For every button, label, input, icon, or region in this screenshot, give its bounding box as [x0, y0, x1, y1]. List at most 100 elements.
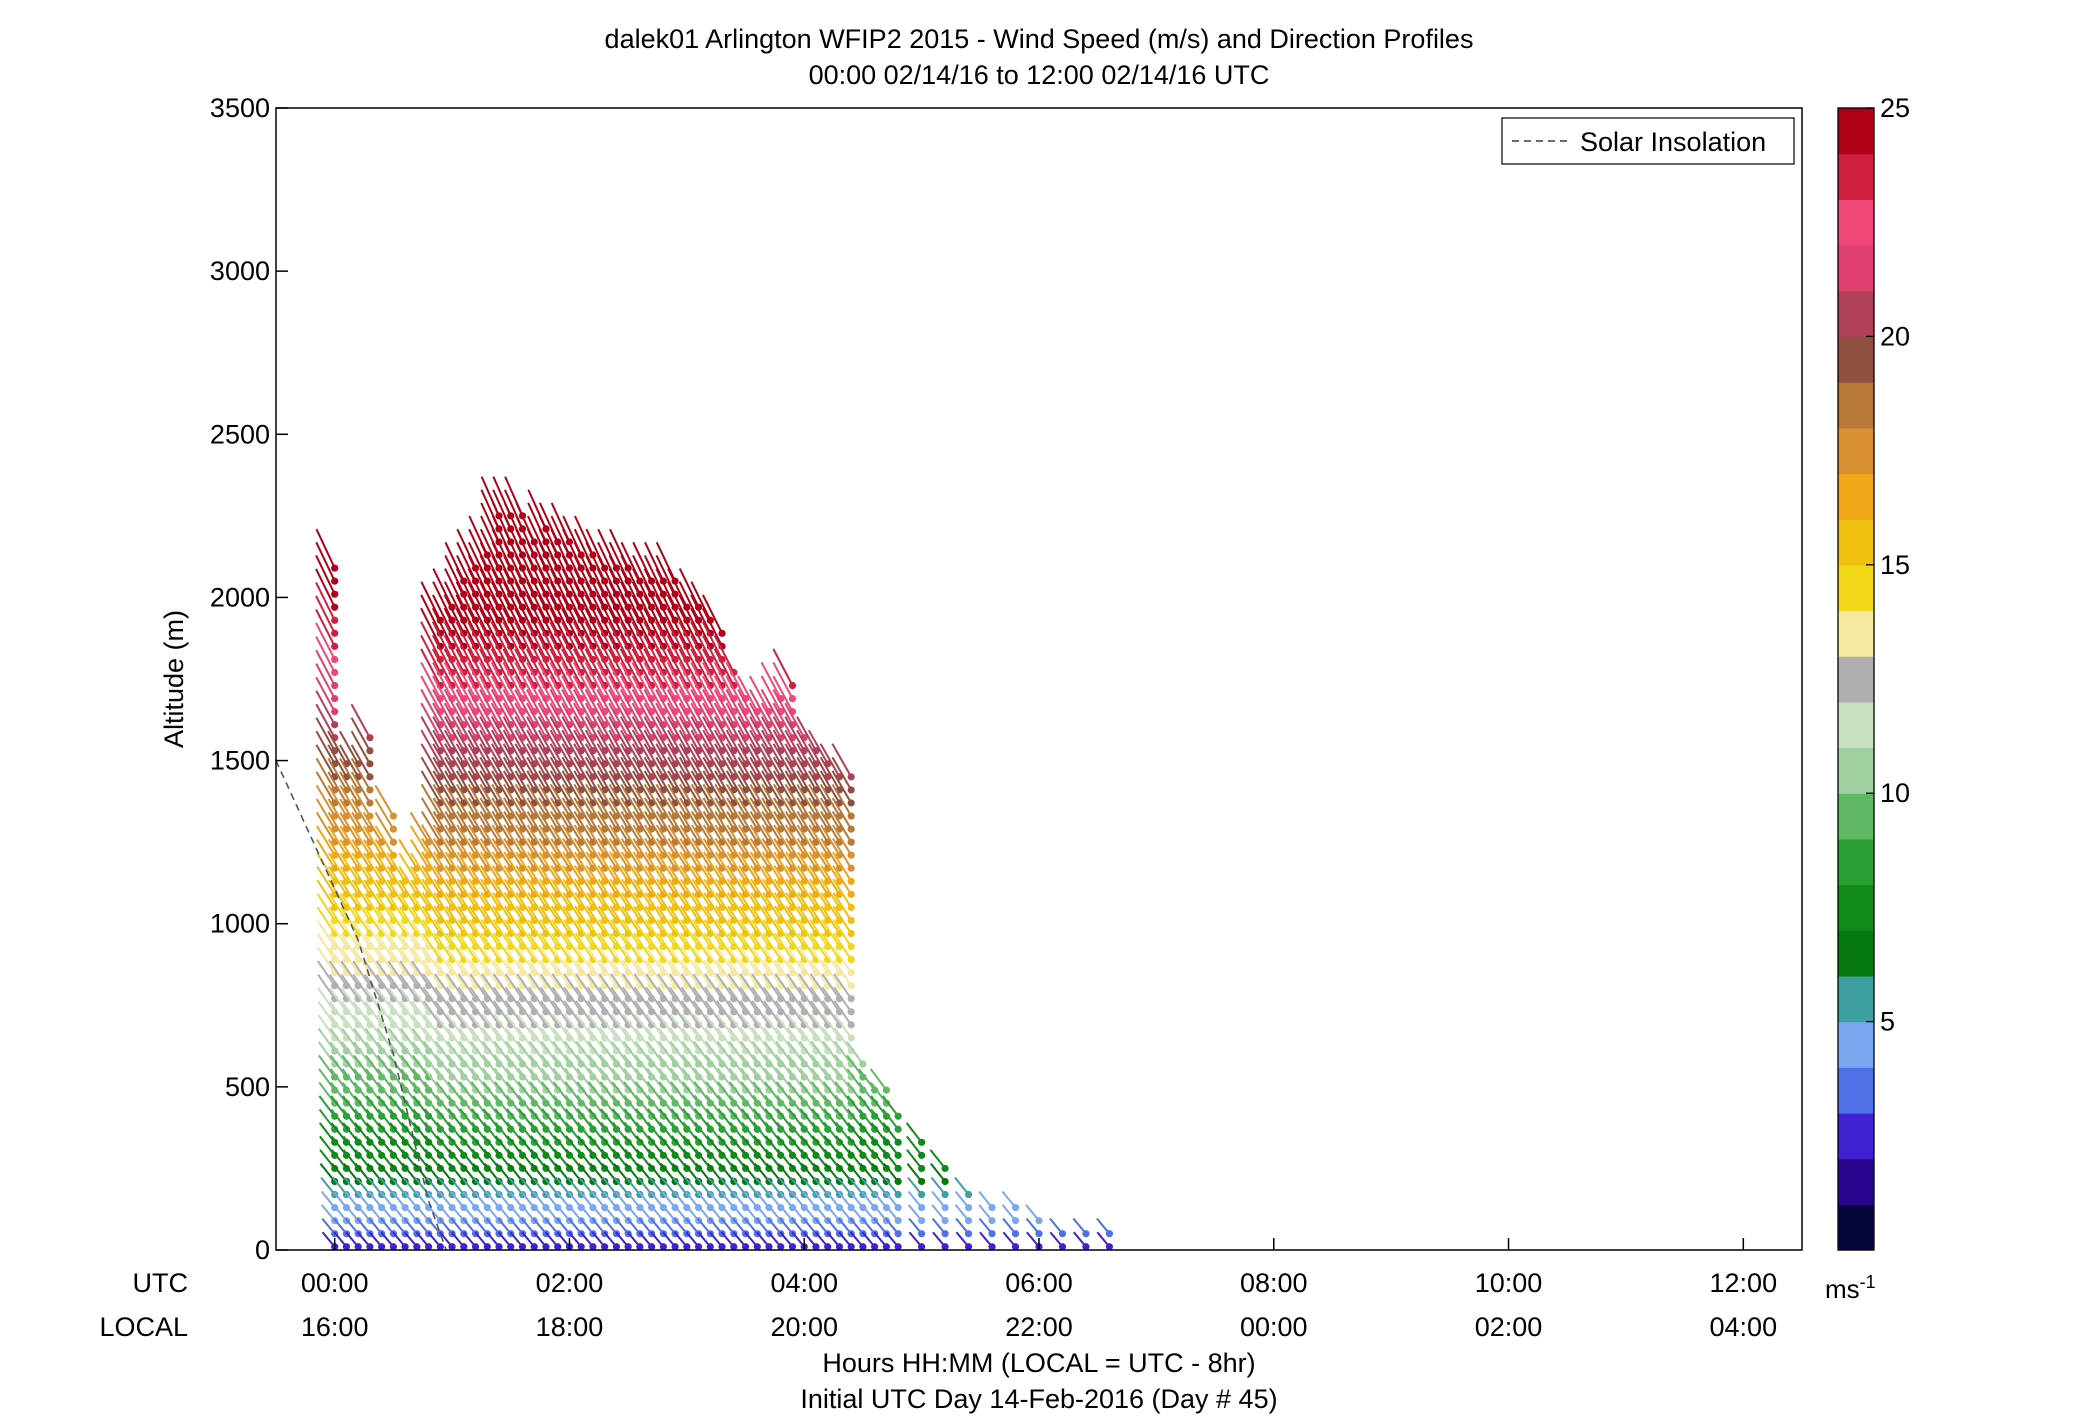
wind-barb — [632, 838, 653, 869]
wind-barb — [449, 1176, 465, 1196]
wind-barb — [737, 756, 759, 791]
wind-barb — [479, 675, 500, 713]
wind-barb — [611, 1054, 629, 1078]
wind-barb — [728, 1027, 747, 1052]
wind-barb — [455, 716, 477, 752]
wind-barb — [422, 986, 442, 1013]
wind-barb — [609, 946, 629, 974]
wind-barb — [644, 905, 665, 935]
wind-point — [366, 747, 374, 755]
wind-barb — [705, 1054, 723, 1078]
wind-barb — [527, 865, 547, 895]
wind-barb — [505, 1040, 524, 1065]
wind-barb — [339, 811, 360, 843]
wind-barb — [362, 811, 383, 843]
wind-point — [835, 1243, 844, 1250]
wind-barb — [320, 1176, 336, 1196]
wind-barb — [447, 1108, 465, 1130]
wind-barb — [714, 743, 735, 778]
wind-barb — [725, 702, 747, 739]
wind-barb — [667, 756, 688, 791]
wind-barb — [538, 797, 559, 830]
wind-barb — [587, 1067, 606, 1091]
wind-barb — [411, 1027, 430, 1052]
wind-barb — [432, 581, 453, 621]
wind-barb — [835, 1121, 852, 1143]
wind-barb — [481, 1054, 500, 1078]
wind-barb — [729, 1094, 747, 1117]
wind-barb — [458, 1081, 477, 1104]
wind-point — [659, 1112, 667, 1120]
wind-barb — [621, 892, 641, 921]
wind-point — [636, 1243, 644, 1250]
wind-barb — [682, 1121, 700, 1143]
wind-barb — [633, 932, 653, 961]
wind-barb — [619, 607, 641, 647]
wind-barb — [820, 838, 841, 869]
colorbar-swatch — [1838, 884, 1874, 931]
wind-barb — [954, 1176, 970, 1196]
wind-barb — [350, 703, 371, 739]
colorbar-swatch — [1838, 610, 1874, 657]
wind-point — [659, 1099, 667, 1107]
wind-barb — [508, 1176, 524, 1196]
wind-barb — [458, 1054, 477, 1078]
wind-barb — [317, 1000, 336, 1026]
wind-barb — [585, 555, 606, 595]
wind-barb — [538, 851, 559, 882]
wind-barb — [715, 973, 735, 1000]
wind-barb — [667, 568, 688, 608]
wind-barb — [585, 851, 606, 882]
wind-barb — [610, 986, 629, 1013]
wind-point — [425, 1112, 433, 1120]
wind-barb — [363, 906, 383, 935]
wind-barb — [455, 756, 477, 791]
wind-point — [530, 1243, 538, 1250]
wind-barb — [796, 783, 817, 817]
wind-barb — [703, 892, 723, 921]
wind-barb — [390, 1176, 406, 1196]
wind-barb — [561, 716, 583, 752]
wind-barb — [388, 1068, 406, 1091]
wind-barb — [597, 878, 618, 908]
wind-barb — [832, 878, 853, 908]
wind-barb — [680, 973, 700, 1000]
wind-barb — [738, 865, 759, 895]
wind-barb — [761, 865, 782, 895]
wind-point — [706, 1099, 714, 1107]
wind-barb — [753, 1148, 770, 1170]
wind-barb — [762, 905, 782, 935]
wind-point — [378, 1243, 386, 1250]
wind-point — [507, 1243, 515, 1250]
wind-barb — [741, 1148, 759, 1170]
wind-point — [894, 1243, 902, 1250]
wind-barb — [657, 1040, 676, 1065]
wind-point — [612, 1112, 621, 1120]
wind-barb — [620, 851, 641, 882]
wind-point — [765, 1243, 773, 1250]
wind-barb — [681, 1081, 700, 1104]
wind-barb — [742, 1176, 759, 1196]
wind-barb — [619, 675, 641, 713]
wind-barb — [787, 1067, 806, 1091]
wind-barb — [797, 919, 817, 948]
wind-barb — [352, 987, 371, 1013]
wind-barb — [784, 783, 806, 817]
wind-barb — [798, 1027, 817, 1052]
wind-point — [483, 1112, 491, 1120]
wind-point — [941, 1164, 949, 1173]
wind-point — [542, 1112, 550, 1120]
wind-barb — [706, 1148, 723, 1170]
wind-point — [331, 708, 339, 716]
wind-barb — [329, 987, 348, 1013]
wind-barb — [551, 1013, 571, 1039]
wind-barb — [584, 743, 606, 778]
wind-barb — [424, 1121, 442, 1143]
wind-barb — [631, 675, 653, 713]
wind-barb — [600, 1121, 618, 1143]
wind-barb — [680, 1000, 700, 1026]
local-tick-label: 16:00 — [301, 1312, 369, 1342]
wind-barb — [645, 1013, 665, 1039]
wind-barb — [666, 661, 688, 700]
wind-barb — [319, 1149, 336, 1170]
